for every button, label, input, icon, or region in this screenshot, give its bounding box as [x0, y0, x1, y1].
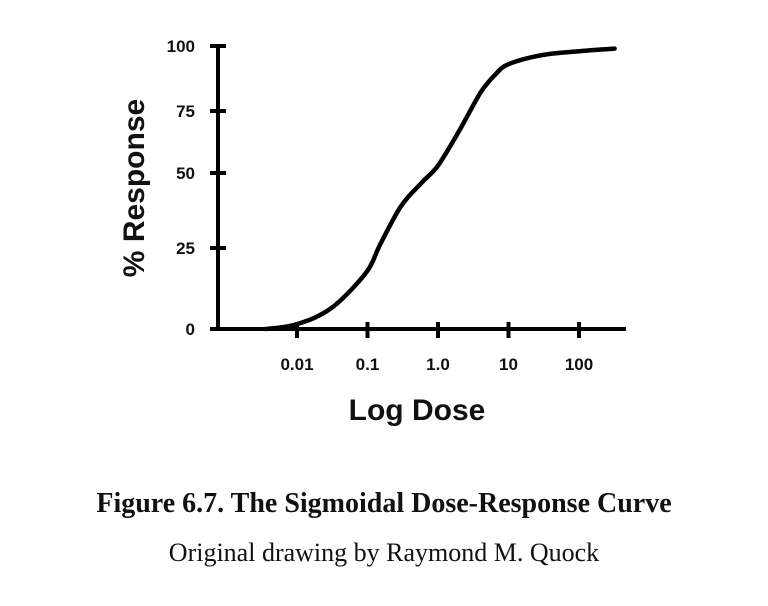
y-tick-label: 50: [176, 164, 195, 183]
y-tick-label: 100: [167, 37, 195, 56]
y-tick-label: 0: [186, 320, 195, 339]
figure-caption-title: Figure 6.7. The Sigmoidal Dose-Response …: [96, 488, 672, 519]
x-tick-label: 1.0: [426, 355, 450, 374]
x-axis-title: Log Dose: [349, 394, 486, 427]
x-axis-ticks: 0.01 0.1 1.0 10 100: [280, 322, 593, 374]
x-tick-label: 0.01: [280, 355, 313, 374]
dose-response-chart: 0 25 50 75 100 0.01 0.1 1.0 10 100 % Response Lo…: [118, 37, 626, 427]
x-tick-label: 100: [565, 355, 593, 374]
figure-caption-credit: Original drawing by Raymond M. Quock: [168, 538, 600, 567]
x-tick-label: 10: [499, 355, 518, 374]
y-tick-label: 75: [176, 102, 195, 121]
y-axis-ticks: 0 25 50 75 100: [167, 37, 226, 339]
x-tick-label: 0.1: [356, 355, 380, 374]
sigmoid-curve: [263, 46, 617, 332]
y-tick-label: 25: [176, 239, 195, 258]
y-axis-title: % Response: [118, 99, 151, 277]
